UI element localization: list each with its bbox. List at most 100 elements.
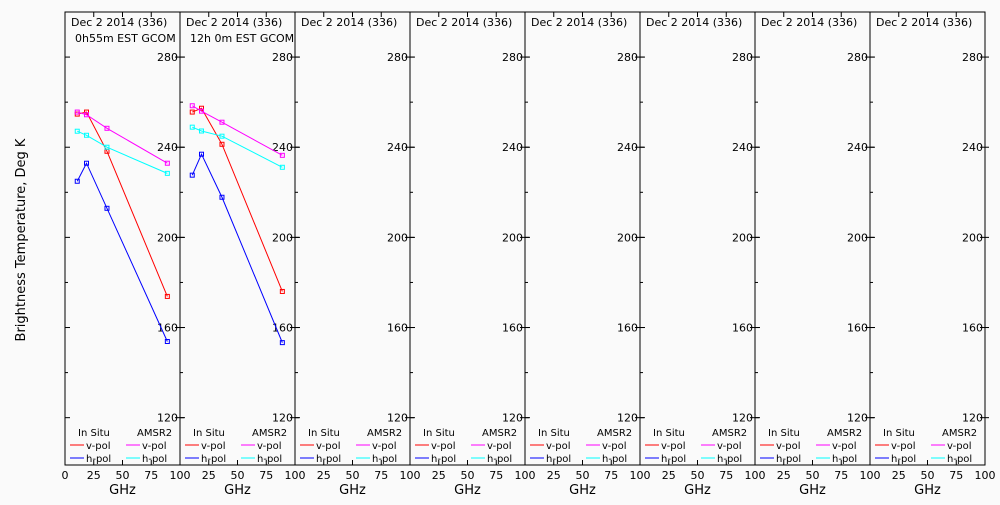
series-line-insitu_v <box>192 107 283 292</box>
legend-label-amsr2_v: v-pol <box>372 441 397 452</box>
legend-label-insitu_h: h-pol <box>546 454 571 465</box>
x-tick-label: 75 <box>834 469 848 482</box>
legend-label-amsr2_v: v-pol <box>947 441 972 452</box>
data-point-amsr2_v <box>84 112 90 118</box>
x-tick-label: 25 <box>87 469 101 482</box>
y-tick-label: 160 <box>617 322 638 335</box>
x-tick-label: 75 <box>374 469 388 482</box>
data-point-amsr2_v <box>104 125 110 131</box>
panel-title-time: 12h 0m EST GCOM <box>190 32 294 45</box>
y-tick-label: 160 <box>157 322 178 335</box>
data-point-amsr2_h <box>189 124 195 130</box>
panel-8: Dec 2 2014 (336) 120 160 200 240 280 25 50 75 100… <box>869 11 996 498</box>
data-point-insitu_v <box>164 293 170 299</box>
y-tick-label: 200 <box>387 231 408 244</box>
legend-label-insitu_h: h-pol <box>431 454 456 465</box>
legend-amsr2-title: AMSR2 <box>482 428 517 439</box>
legend-amsr2-title: AMSR2 <box>712 428 747 439</box>
x-axis-label: GHz <box>799 483 826 498</box>
panel-title-date: Dec 2 2014 (336) <box>416 16 512 29</box>
y-tick-label: 160 <box>387 322 408 335</box>
x-tick-label: 100 <box>515 469 536 482</box>
y-tick-label: 200 <box>732 231 753 244</box>
panel-4: Dec 2 2014 (336) 120 160 200 240 280 25 50 75 100… <box>409 11 536 498</box>
x-tick-label: 50 <box>691 469 705 482</box>
data-point-insitu_v <box>199 105 205 111</box>
legend-label-amsr2_v: v-pol <box>717 441 742 452</box>
legend-insitu-title: In Situ <box>883 428 915 439</box>
y-tick-label: 280 <box>617 51 638 64</box>
data-point-amsr2_h <box>104 144 110 150</box>
legend-insitu-title: In Situ <box>423 428 455 439</box>
legend-amsr2-title: AMSR2 <box>827 428 862 439</box>
legend-label-insitu_v: v-pol <box>546 441 571 452</box>
panel-title-date: Dec 2 2014 (336) <box>301 16 397 29</box>
panel-3: Dec 2 2014 (336) 120 160 200 240 280 25 50 75 100… <box>294 11 421 498</box>
data-point-amsr2_h <box>74 128 80 134</box>
legend-label-insitu_v: v-pol <box>316 441 341 452</box>
series-line-amsr2_v <box>77 111 168 164</box>
x-tick-label: 100 <box>400 469 421 482</box>
data-point-insitu_h <box>74 178 80 184</box>
x-tick-label: 50 <box>116 469 130 482</box>
panel-5: Dec 2 2014 (336) 120 160 200 240 280 25 50 75 100… <box>524 11 651 498</box>
panel-title-date: Dec 2 2014 (336) <box>646 16 742 29</box>
x-tick-label: 100 <box>630 469 651 482</box>
y-tick-label: 120 <box>157 412 178 425</box>
x-tick-label: 25 <box>892 469 906 482</box>
y-tick-label: 240 <box>962 141 983 154</box>
legend-label-insitu_h: h-pol <box>86 454 111 465</box>
panel-title-date: Dec 2 2014 (336) <box>186 16 282 29</box>
legend-label-amsr2_h: h-pol <box>717 454 742 465</box>
legend-label-amsr2_v: v-pol <box>487 441 512 452</box>
legend-insitu-title: In Situ <box>193 428 225 439</box>
panel-1: Dec 2 2014 (336) 0h55m EST GCOM 120 160 200 2… <box>62 11 191 498</box>
x-tick-label: 50 <box>576 469 590 482</box>
data-point-amsr2_v <box>279 152 285 158</box>
data-point-insitu_h <box>84 160 90 166</box>
legend-label-insitu_h: h-pol <box>891 454 916 465</box>
y-tick-label: 280 <box>847 51 868 64</box>
y-tick-label: 240 <box>387 141 408 154</box>
data-point-amsr2_h <box>219 133 225 139</box>
x-axis-label: GHz <box>569 483 596 498</box>
y-tick-label: 240 <box>617 141 638 154</box>
series-line-amsr2_h <box>77 130 168 174</box>
data-point-amsr2_v <box>164 160 170 166</box>
data-point-amsr2_h <box>84 132 90 138</box>
legend-label-insitu_h: h-pol <box>201 454 226 465</box>
x-tick-label: 75 <box>719 469 733 482</box>
legend-label-insitu_h: h-pol <box>316 454 341 465</box>
x-axis-label: GHz <box>914 483 941 498</box>
legend-label-insitu_v: v-pol <box>661 441 686 452</box>
x-tick-label: 50 <box>461 469 475 482</box>
legend-label-insitu_h: h-pol <box>661 454 686 465</box>
series-line-insitu_v <box>77 111 168 297</box>
panel-6: Dec 2 2014 (336) 120 160 200 240 280 25 50 75 100… <box>639 11 766 498</box>
panel-title-date: Dec 2 2014 (336) <box>761 16 857 29</box>
y-tick-label: 200 <box>847 231 868 244</box>
y-tick-label: 200 <box>272 231 293 244</box>
y-tick-label: 160 <box>962 322 983 335</box>
legend-label-amsr2_h: h-pol <box>602 454 627 465</box>
x-tick-label: 50 <box>921 469 935 482</box>
legend-label-insitu_v: v-pol <box>776 441 801 452</box>
x-axis-label: GHz <box>684 483 711 498</box>
legend-insitu-title: In Situ <box>538 428 570 439</box>
y-tick-label: 200 <box>617 231 638 244</box>
data-point-insitu_h <box>189 172 195 178</box>
x-tick-label: 25 <box>662 469 676 482</box>
data-point-amsr2_v <box>199 108 205 114</box>
legend-label-amsr2_v: v-pol <box>832 441 857 452</box>
legend-amsr2-title: AMSR2 <box>137 428 172 439</box>
legend-label-amsr2_h: h-pol <box>372 454 397 465</box>
x-tick-label: 75 <box>489 469 503 482</box>
x-tick-label: 75 <box>949 469 963 482</box>
panel-title-time: 0h55m EST GCOM <box>75 32 176 45</box>
data-point-insitu_v <box>189 109 195 115</box>
x-tick-label: 25 <box>547 469 561 482</box>
y-tick-label: 160 <box>502 322 523 335</box>
y-tick-label: 280 <box>962 51 983 64</box>
legend-label-amsr2_h: h-pol <box>142 454 167 465</box>
y-tick-label: 120 <box>732 412 753 425</box>
